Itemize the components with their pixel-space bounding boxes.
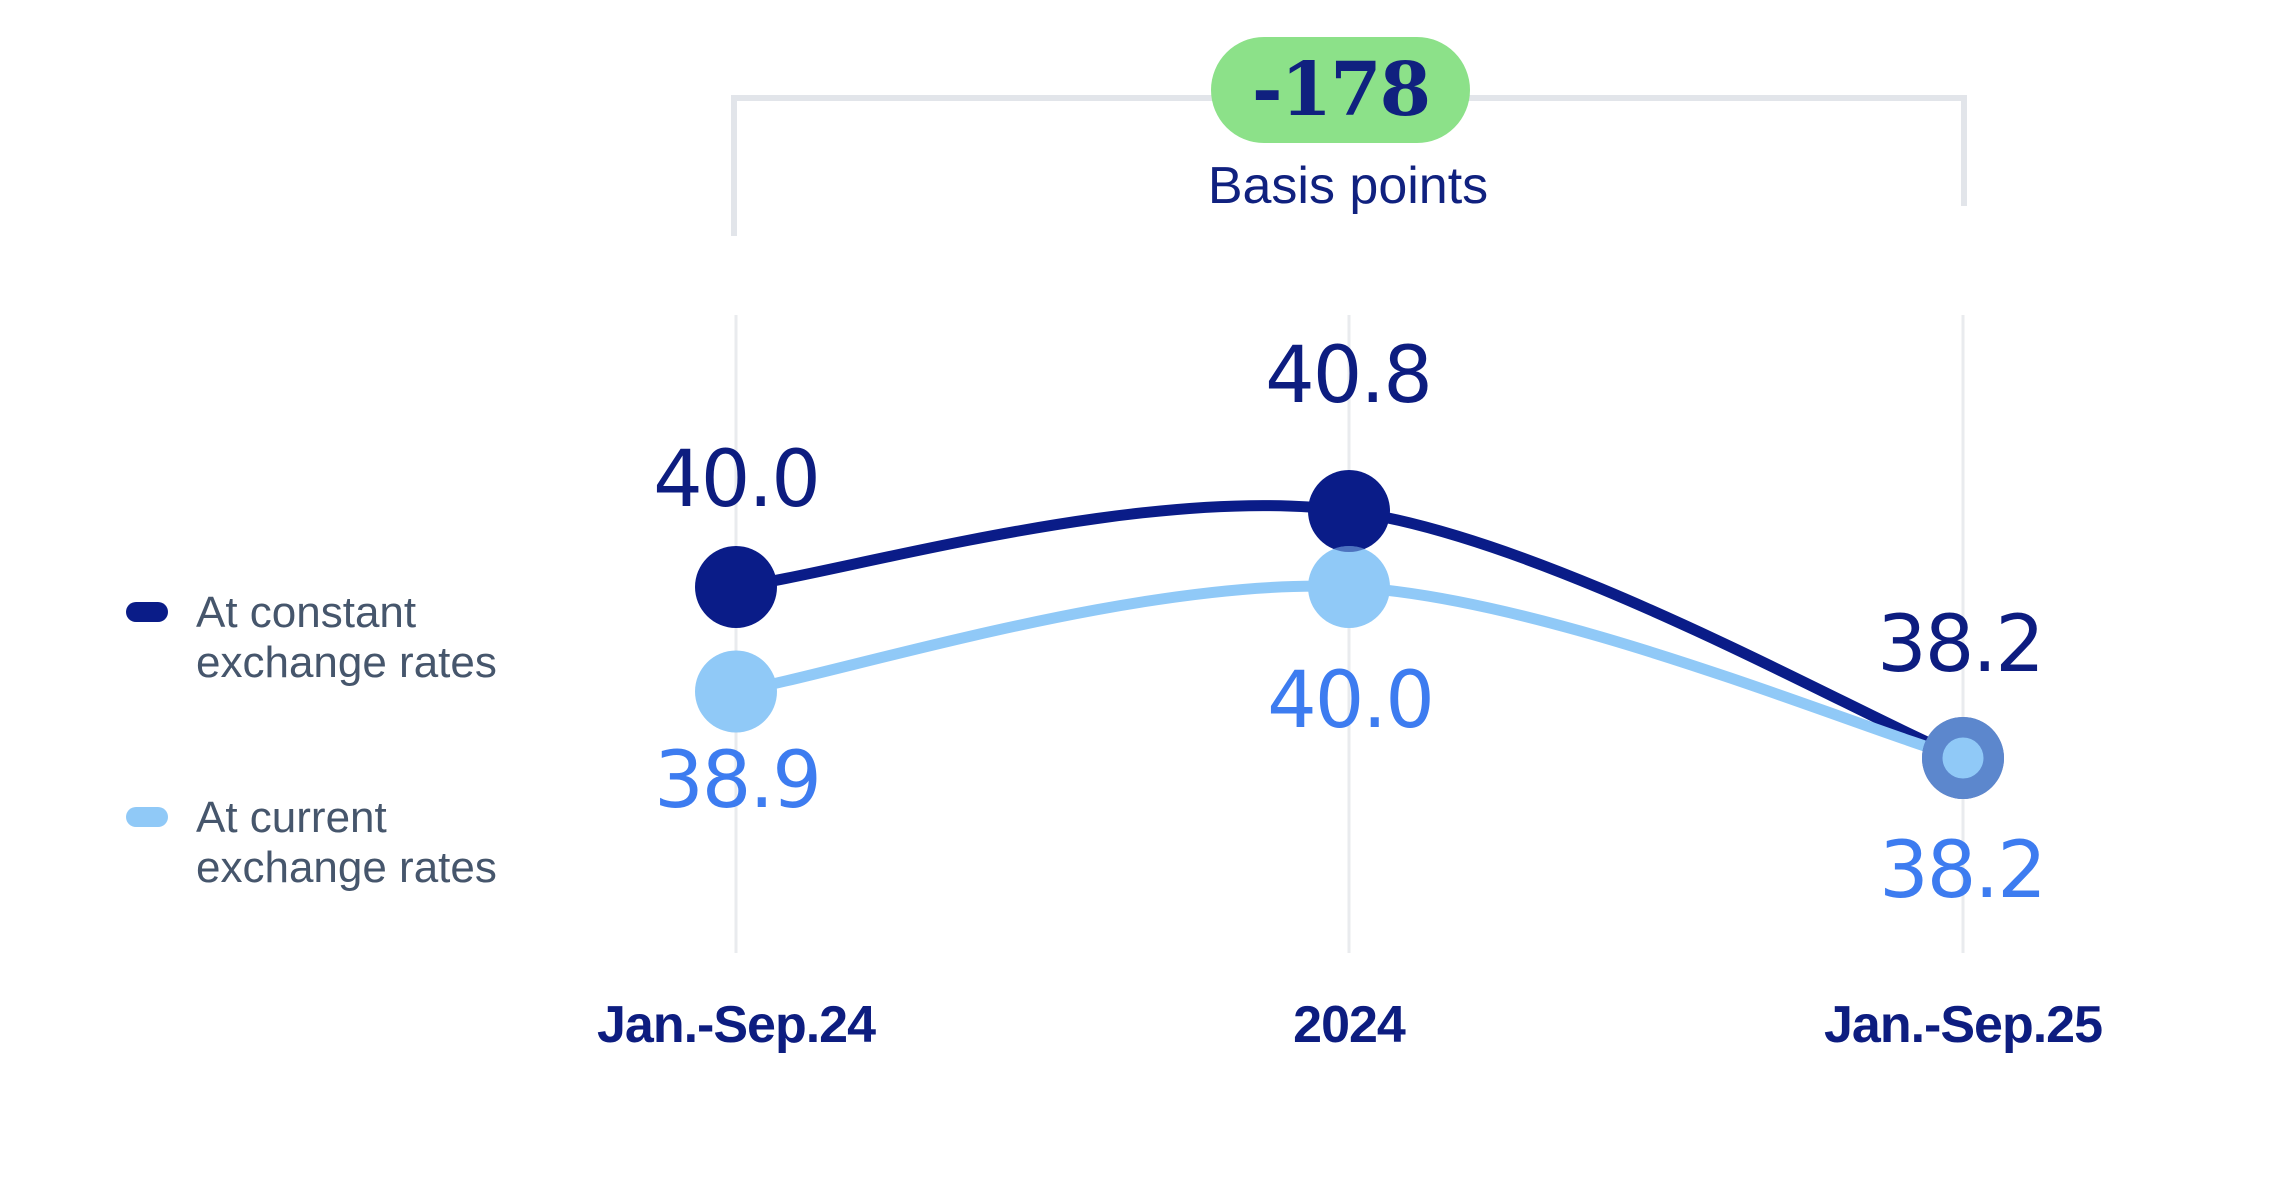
change-badge-unit: Basis points (1207, 157, 1489, 215)
legend-label-constant-line1: At constant (196, 588, 417, 637)
x-axis-label-jan-sep-25: Jan.-Sep.25 (1823, 996, 2103, 1054)
legend-label-current-line2: exchange rates (196, 843, 497, 892)
data-point-current (1308, 546, 1390, 628)
legend-swatch-current (126, 807, 168, 827)
data-point-merged-core (1942, 737, 1984, 779)
data-point-constant (695, 546, 777, 628)
legend-label-current: At current exchange rates (196, 793, 716, 893)
value-label-constant-3: 38.2 (1877, 600, 2045, 690)
legend-label-constant: At constant exchange rates (196, 588, 716, 688)
x-axis-label-2024: 2024 (1293, 996, 1406, 1054)
value-label-current-1: 38.9 (654, 736, 822, 826)
value-label-constant-1: 40.0 (653, 435, 821, 525)
legend-swatch-constant (126, 602, 168, 622)
value-label-current-2: 40.0 (1267, 656, 1435, 746)
data-point-constant (1308, 470, 1390, 552)
value-label-current-3: 38.2 (1879, 826, 2047, 916)
value-label-constant-2: 40.8 (1265, 331, 1433, 421)
data-point-current (695, 650, 777, 733)
legend-label-current-line1: At current (196, 793, 387, 842)
change-badge-value: -178 (1251, 47, 1431, 133)
legend-label-constant-line2: exchange rates (196, 638, 497, 687)
x-axis-label-jan-sep-24: Jan.-Sep.24 (596, 996, 876, 1054)
change-badge: -178 (1211, 37, 1470, 143)
